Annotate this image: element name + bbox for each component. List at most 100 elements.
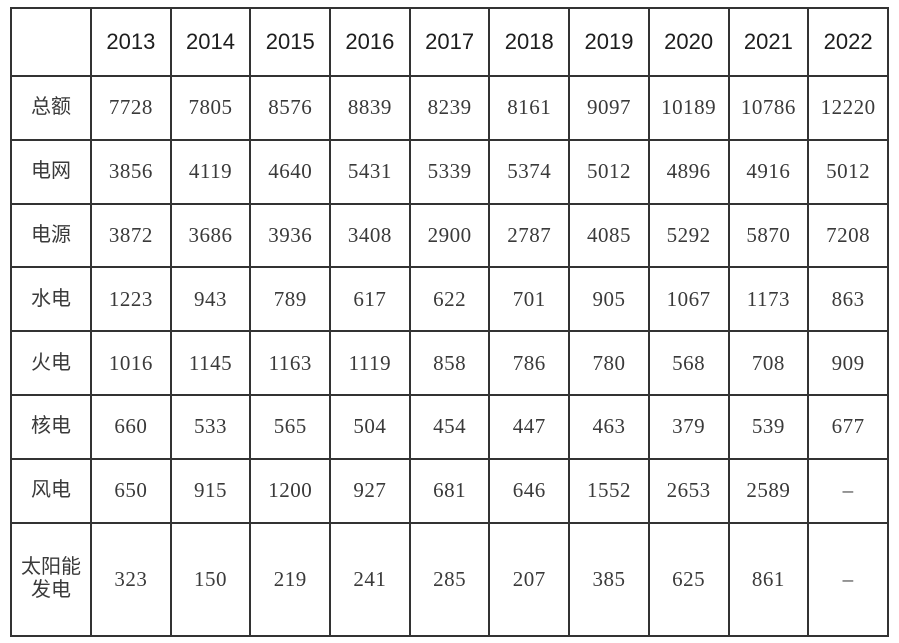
table-cell: 7805 (169, 75, 252, 141)
table-cell: 4916 (727, 138, 810, 205)
table-cell: – (807, 521, 889, 638)
row-header: 风电 (10, 457, 92, 524)
table-row: 水电 1223 943 789 617 622 701 905 1067 1173 863 (10, 266, 889, 333)
table-cell: 3872 (90, 202, 172, 269)
table-cell: – (807, 457, 889, 524)
table-cell: 504 (329, 393, 411, 460)
table-cell: 708 (727, 330, 810, 396)
table-cell: 10189 (647, 75, 730, 141)
table-cell: 150 (169, 521, 252, 638)
table-cell: 1119 (329, 330, 411, 396)
table-cell: 786 (488, 330, 571, 396)
corner-cell (10, 7, 92, 77)
table-cell: 1016 (90, 330, 172, 396)
year-header: 2021 (727, 7, 810, 77)
table-cell: 10786 (727, 75, 810, 141)
table-cell: 2900 (408, 202, 491, 269)
table-cell: 5012 (807, 138, 889, 205)
table-cell: 3936 (249, 202, 332, 269)
year-header: 2017 (408, 7, 491, 77)
year-header: 2014 (169, 7, 252, 77)
table-cell: 7208 (807, 202, 889, 269)
row-header: 核电 (10, 393, 92, 460)
table-cell: 323 (90, 521, 172, 638)
table-cell: 12220 (807, 75, 889, 141)
table-cell: 8239 (408, 75, 491, 141)
table-cell: 4896 (647, 138, 730, 205)
data-table: 2013 2014 2015 2016 2017 2018 2019 2020 2021 2022… (10, 7, 889, 638)
table-cell: 1163 (249, 330, 332, 396)
table-cell: 7728 (90, 75, 172, 141)
table-cell: 909 (807, 330, 889, 396)
year-header: 2015 (249, 7, 332, 77)
table-row: 电源 3872 3686 3936 3408 2900 2787 4085 5292 5870 72… (10, 202, 889, 269)
table-cell: 463 (568, 393, 650, 460)
year-header: 2016 (329, 7, 411, 77)
table-cell: 1200 (249, 457, 332, 524)
table-cell: 863 (807, 266, 889, 333)
table-cell: 3856 (90, 138, 172, 205)
table-cell: 650 (90, 457, 172, 524)
table-cell: 4119 (169, 138, 252, 205)
year-header: 2018 (488, 7, 571, 77)
table-cell: 5339 (408, 138, 491, 205)
table-cell: 2589 (727, 457, 810, 524)
table-cell: 1145 (169, 330, 252, 396)
table-cell: 617 (329, 266, 411, 333)
table-cell: 789 (249, 266, 332, 333)
table-cell: 3686 (169, 202, 252, 269)
table-cell: 660 (90, 393, 172, 460)
table-cell: 8161 (488, 75, 571, 141)
year-header: 2020 (647, 7, 730, 77)
row-header: 总额 (10, 75, 92, 141)
table-cell: 533 (169, 393, 252, 460)
table-row: 火电 1016 1145 1163 1119 858 786 780 568 708 909 (10, 330, 889, 396)
row-header: 火电 (10, 330, 92, 396)
table-cell: 943 (169, 266, 252, 333)
table-cell: 3408 (329, 202, 411, 269)
table-cell: 454 (408, 393, 491, 460)
table-cell: 539 (727, 393, 810, 460)
table-cell: 5012 (568, 138, 650, 205)
table-head: 2013 2014 2015 2016 2017 2018 2019 2020 2021 2022 (10, 7, 889, 77)
table-cell: 5374 (488, 138, 571, 205)
row-header: 太阳能发电 (10, 521, 92, 638)
table-cell: 285 (408, 521, 491, 638)
table-row: 总额 7728 7805 8576 8839 8239 8161 9097 10189 10786… (10, 75, 889, 141)
table-cell: 915 (169, 457, 252, 524)
table-cell: 9097 (568, 75, 650, 141)
table-row: 太阳能发电 323 150 219 241 285 207 385 625 861– (10, 521, 889, 638)
table-cell: 701 (488, 266, 571, 333)
table-cell: 905 (568, 266, 650, 333)
table-cell: 2653 (647, 457, 730, 524)
table-cell: 1552 (568, 457, 650, 524)
table-cell: 241 (329, 521, 411, 638)
table-cell: 780 (568, 330, 650, 396)
table-cell: 5431 (329, 138, 411, 205)
table-row: 核电 660 533 565 504 454 447 463 379 539 677 (10, 393, 889, 460)
table-cell: 5870 (727, 202, 810, 269)
table-row: 风电 650 915 1200 927 681 646 1552 2653 2589– (10, 457, 889, 524)
table-cell: 1173 (727, 266, 810, 333)
table-cell: 219 (249, 521, 332, 638)
header-row: 2013 2014 2015 2016 2017 2018 2019 2020 2021 2022 (10, 7, 889, 77)
table-cell: 8839 (329, 75, 411, 141)
table-cell: 379 (647, 393, 730, 460)
table-cell: 625 (647, 521, 730, 638)
table-cell: 4085 (568, 202, 650, 269)
table-cell: 207 (488, 521, 571, 638)
year-header: 2022 (807, 7, 889, 77)
table-cell: 385 (568, 521, 650, 638)
table-cell: 568 (647, 330, 730, 396)
table-cell: 447 (488, 393, 571, 460)
table-row: 电网 3856 4119 4640 5431 5339 5374 5012 4896 4916 50… (10, 138, 889, 205)
row-header: 电源 (10, 202, 92, 269)
table-cell: 861 (727, 521, 810, 638)
table-cell: 1067 (647, 266, 730, 333)
table-cell: 1223 (90, 266, 172, 333)
table-cell: 927 (329, 457, 411, 524)
row-header: 水电 (10, 266, 92, 333)
table-cell: 2787 (488, 202, 571, 269)
table-cell: 858 (408, 330, 491, 396)
